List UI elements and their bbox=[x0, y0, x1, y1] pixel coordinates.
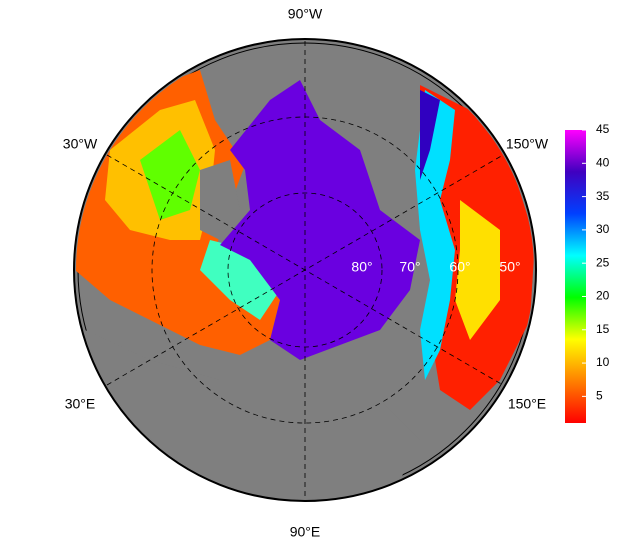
polar-map bbox=[73, 38, 537, 502]
colorbar-tick-label: 10 bbox=[596, 355, 610, 369]
lon-label: 150°W bbox=[506, 136, 549, 152]
colorbar-tick-label: 25 bbox=[596, 255, 610, 269]
colorbar-tick-label: 30 bbox=[596, 222, 610, 236]
colorbar-tick-label: 40 bbox=[596, 155, 610, 169]
colorbar-ramp bbox=[565, 130, 586, 423]
lon-label: 30°W bbox=[63, 136, 98, 152]
lon-label: 90°W bbox=[288, 6, 323, 22]
lon-label: 30°E bbox=[65, 396, 96, 412]
colorbar-tick-label: 45 bbox=[596, 122, 610, 136]
lat-label: 80° bbox=[351, 259, 372, 275]
graticule bbox=[106, 41, 504, 499]
lat-label: 60° bbox=[449, 259, 470, 275]
colorbar-tick-label: 35 bbox=[596, 189, 610, 203]
colorbar-tick-label: 5 bbox=[596, 389, 603, 403]
lon-label: 150°E bbox=[508, 396, 546, 412]
lat-label: 50° bbox=[499, 259, 520, 275]
colorbar-tick-label: 20 bbox=[596, 289, 610, 303]
lon-label: 90°E bbox=[290, 524, 321, 540]
colorbar-tick-label: 15 bbox=[596, 322, 610, 336]
lat-label: 70° bbox=[399, 259, 420, 275]
colorbar: 5 10 15 20 25 30 35 40 45 bbox=[565, 122, 610, 423]
